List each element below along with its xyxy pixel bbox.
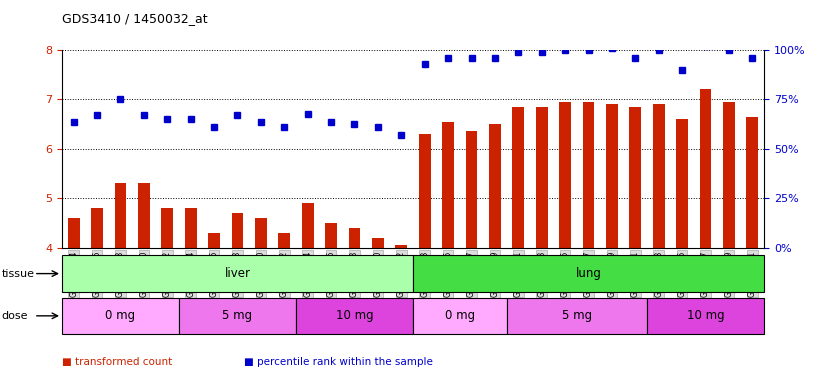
Bar [208, 233, 220, 248]
Text: dose: dose [2, 311, 28, 321]
Text: ■ transformed count: ■ transformed count [62, 357, 172, 367]
Bar [231, 213, 244, 248]
Bar [676, 119, 688, 248]
Bar [161, 208, 173, 248]
Bar [372, 238, 384, 248]
Bar [419, 134, 430, 248]
Text: 0 mg: 0 mg [106, 310, 135, 322]
Bar [413, 298, 506, 334]
Text: liver: liver [225, 267, 250, 280]
Bar [512, 107, 525, 248]
Bar [506, 298, 647, 334]
Bar [536, 107, 548, 248]
Bar [296, 298, 413, 334]
Bar [91, 208, 103, 248]
Bar [301, 203, 314, 248]
Bar [185, 208, 197, 248]
Bar [138, 184, 150, 248]
Bar [325, 223, 337, 248]
Bar [396, 245, 407, 248]
Text: 10 mg: 10 mg [335, 310, 373, 322]
Bar [278, 233, 290, 248]
Bar [629, 107, 641, 248]
Bar [255, 218, 267, 248]
Bar [700, 89, 711, 248]
Bar [442, 122, 454, 248]
Bar [62, 255, 413, 292]
Bar [466, 131, 477, 248]
Bar [489, 124, 501, 248]
Text: GDS3410 / 1450032_at: GDS3410 / 1450032_at [62, 12, 207, 25]
Text: 10 mg: 10 mg [686, 310, 724, 322]
Bar [349, 228, 360, 248]
Bar [723, 102, 735, 248]
Text: 5 mg: 5 mg [222, 310, 253, 322]
Bar [606, 104, 618, 248]
Bar [413, 255, 764, 292]
Bar [647, 298, 764, 334]
Bar [747, 117, 758, 248]
Bar [68, 218, 79, 248]
Bar [115, 184, 126, 248]
Bar [582, 102, 595, 248]
Bar [559, 102, 571, 248]
Text: 0 mg: 0 mg [444, 310, 475, 322]
Text: ■ percentile rank within the sample: ■ percentile rank within the sample [244, 357, 433, 367]
Text: 5 mg: 5 mg [562, 310, 592, 322]
Bar [179, 298, 296, 334]
Text: tissue: tissue [2, 268, 35, 279]
Text: lung: lung [576, 267, 601, 280]
Bar [62, 298, 179, 334]
Bar [653, 104, 665, 248]
